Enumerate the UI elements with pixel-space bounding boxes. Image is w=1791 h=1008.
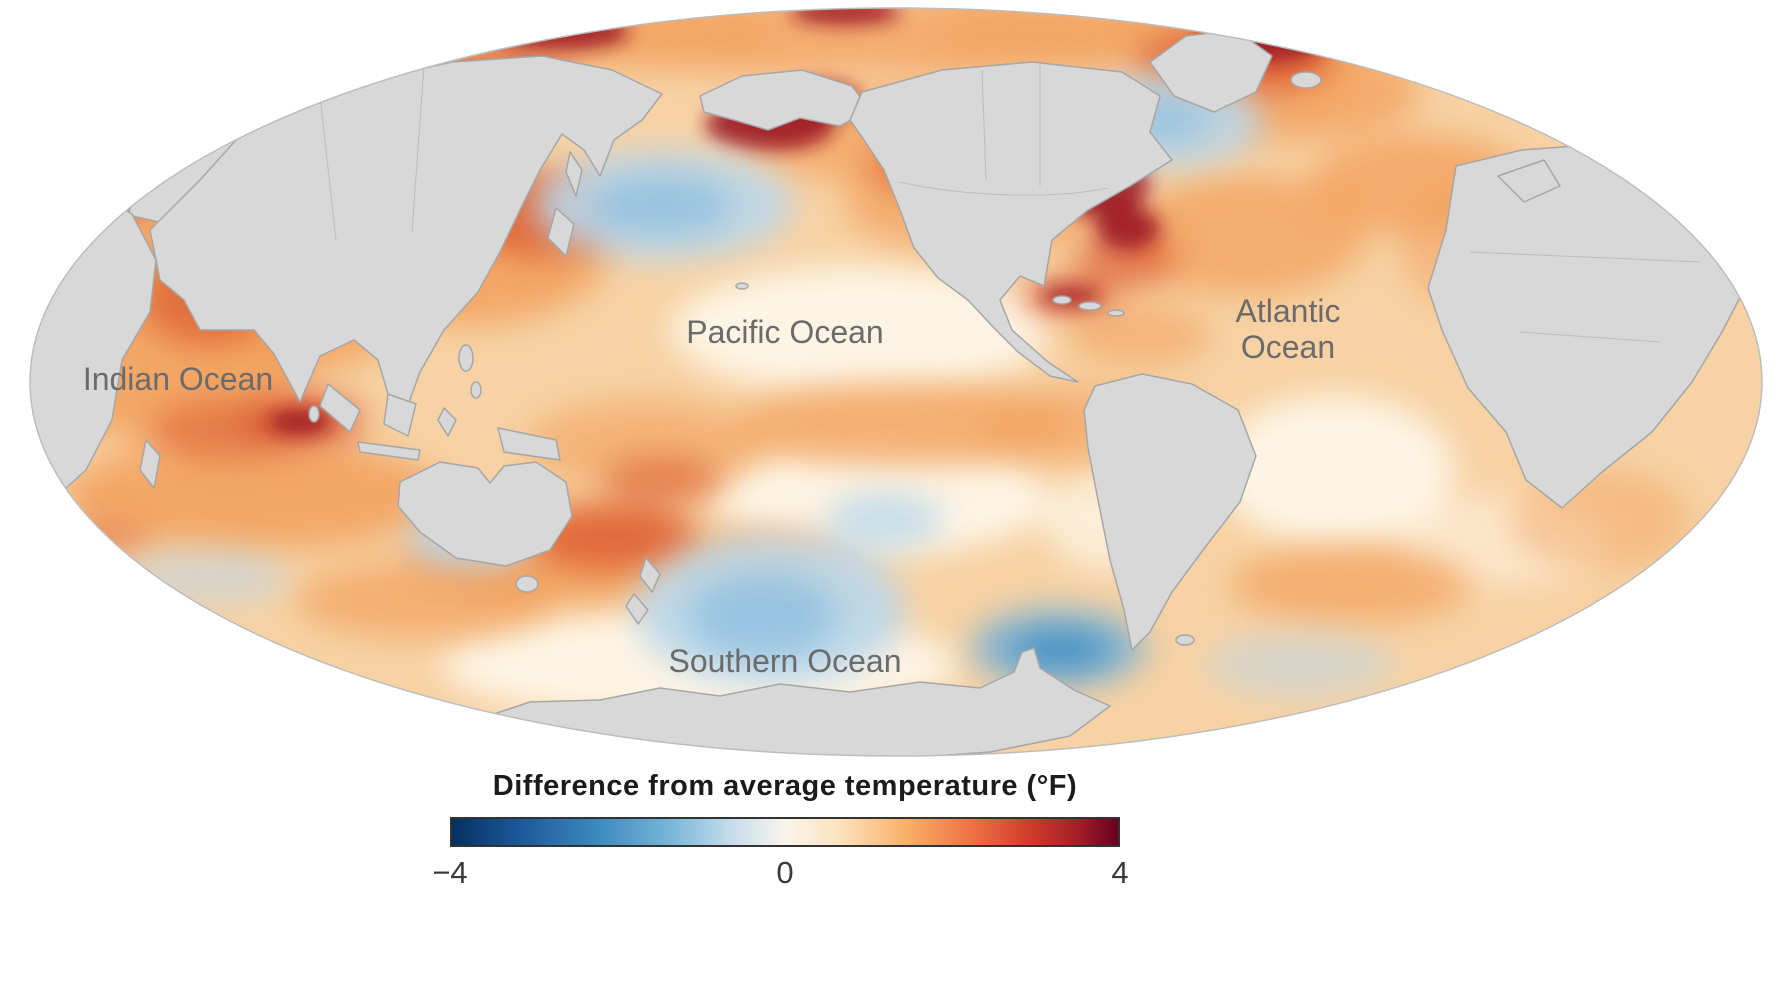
country-borders bbox=[319, 64, 1701, 343]
colorbar bbox=[450, 817, 1120, 847]
label-atlantic-line1: Atlantic bbox=[1236, 293, 1341, 329]
heat-blob bbox=[490, 14, 630, 50]
tick-min: −4 bbox=[432, 855, 468, 890]
label-indian-ocean: Indian Ocean bbox=[83, 361, 273, 397]
label-southern-ocean: Southern Ocean bbox=[668, 643, 901, 679]
globe-outline bbox=[29, 7, 1763, 757]
land-philippines-south bbox=[470, 381, 482, 399]
land-java bbox=[357, 441, 421, 461]
land-iberia bbox=[1497, 159, 1561, 203]
land-sulawesi bbox=[437, 407, 457, 437]
land-new-zealand-north bbox=[639, 557, 661, 593]
land-sakhalin bbox=[565, 151, 583, 197]
heat-blob bbox=[790, 8, 900, 25]
heat-blob bbox=[150, 400, 310, 460]
land-hispaniola bbox=[1078, 301, 1102, 311]
heat-blob bbox=[1230, 547, 1470, 623]
heat-blob bbox=[1205, 632, 1395, 698]
heat-blob bbox=[602, 456, 722, 504]
heat-blob bbox=[827, 492, 943, 548]
heat-blob bbox=[592, 175, 732, 235]
land-antilles bbox=[1107, 309, 1125, 317]
heat-blob bbox=[735, 383, 1075, 467]
heat-blob bbox=[527, 506, 697, 570]
land-tasmania bbox=[515, 575, 539, 593]
heat-blob bbox=[295, 562, 555, 638]
heat-blob bbox=[1070, 305, 1210, 365]
label-atlantic-line2: Ocean bbox=[1241, 329, 1335, 365]
land-south-america bbox=[1083, 373, 1257, 651]
land-new-guinea bbox=[497, 427, 561, 461]
land-iceland bbox=[1290, 71, 1322, 89]
heat-blob bbox=[65, 440, 445, 550]
heat-blob bbox=[128, 142, 172, 178]
land-hawaii bbox=[735, 282, 749, 290]
legend: Difference from average temperature (°F)… bbox=[432, 770, 1128, 895]
land-new-zealand-south bbox=[625, 593, 649, 625]
heat-blob bbox=[1215, 395, 1455, 545]
legend-ticks: −4 0 4 bbox=[432, 853, 1128, 895]
heat-blob bbox=[40, 520, 150, 560]
ocean-labels: Pacific Ocean Indian Ocean Atlantic Ocea… bbox=[83, 293, 1341, 679]
land-north-america bbox=[849, 61, 1173, 383]
land-philippines bbox=[458, 344, 474, 372]
heat-blob bbox=[688, 574, 838, 658]
land-cuba bbox=[1052, 295, 1072, 305]
land-borneo bbox=[383, 393, 417, 437]
label-pacific-ocean: Pacific Ocean bbox=[686, 314, 883, 350]
land-greenland bbox=[1149, 29, 1273, 113]
heat-blob bbox=[120, 549, 290, 605]
heat-blob bbox=[1125, 175, 1365, 295]
legend-title: Difference from average temperature (°F) bbox=[492, 770, 1078, 802]
land-australia bbox=[397, 461, 573, 567]
tick-max: 4 bbox=[1111, 855, 1129, 890]
land-europe-right bbox=[1559, 69, 1757, 153]
land-antarctica bbox=[469, 647, 1111, 756]
heat-blob bbox=[268, 409, 332, 435]
land-layer bbox=[30, 29, 1762, 756]
land-alaska bbox=[699, 69, 871, 131]
land-madagascar bbox=[139, 439, 161, 489]
heat-blob bbox=[670, 265, 1050, 395]
land-falklands bbox=[1175, 634, 1195, 646]
land-sumatra bbox=[319, 383, 361, 433]
land-japan bbox=[547, 207, 575, 257]
heat-blob bbox=[1096, 206, 1160, 250]
land-asia bbox=[149, 55, 663, 417]
land-sri-lanka bbox=[308, 405, 320, 423]
world-map: Pacific Ocean Indian Ocean Atlantic Ocea… bbox=[29, 7, 1763, 757]
tick-zero: 0 bbox=[776, 855, 794, 890]
